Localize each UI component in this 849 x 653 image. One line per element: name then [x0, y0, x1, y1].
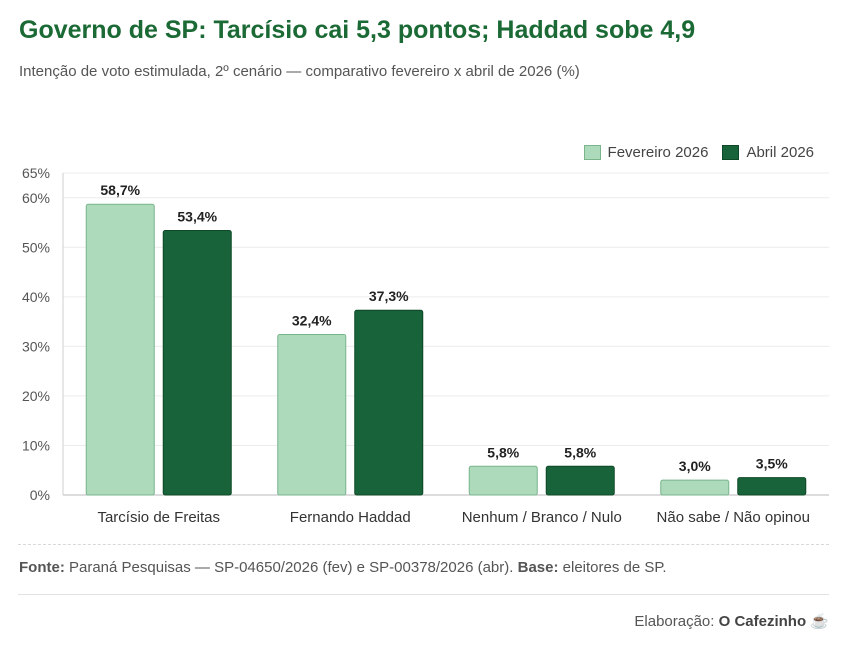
x-category-label: Fernando Haddad [290, 509, 411, 526]
y-tick-label: 10% [22, 437, 50, 453]
y-tick-label: 20% [22, 388, 50, 404]
base-label: Base: [517, 559, 559, 576]
x-category-label: Tarcísio de Freitas [97, 509, 220, 526]
legend-label-feb: Fevereiro 2026 [607, 144, 709, 161]
legend-item-feb: Fevereiro 2026 [583, 144, 709, 161]
data-label-abr: 3,5% [756, 456, 788, 472]
credit: Elaboração: O Cafezinho ☕ [634, 612, 829, 630]
legend-item-abr: Abril 2026 [722, 144, 814, 161]
credit-name: O Cafezinho [718, 613, 807, 630]
data-label-feb: 32,4% [292, 312, 332, 328]
bar-abr [545, 465, 615, 496]
credit-label: Elaboração: [634, 613, 715, 630]
bar-feb [85, 203, 155, 496]
bar-abr [162, 229, 232, 496]
data-label-feb: 5,8% [487, 444, 519, 460]
footer-divider-dashed [18, 544, 829, 545]
x-category-label: Nenhum / Branco / Nulo [462, 509, 622, 526]
legend-swatch-abr [722, 145, 740, 160]
y-tick-label: 60% [22, 190, 50, 206]
bar-abr [354, 309, 424, 496]
data-label-feb: 3,0% [679, 458, 711, 474]
y-tick-label: 50% [22, 239, 50, 255]
y-tick-label: 0% [30, 487, 50, 503]
bar-feb [660, 479, 730, 496]
source-text: Paraná Pesquisas — SP-04650/2026 (fev) e… [69, 559, 514, 576]
data-label-abr: 5,8% [564, 444, 596, 460]
bar-abr [737, 477, 807, 496]
legend: Fevereiro 2026 Abril 2026 [583, 144, 814, 161]
bar-chart: 0% 10% 20% 30% 40% 50% 60% 65% 58,7% 53,4% Tarcísi… [22, 165, 829, 526]
chart-title: Governo de SP: Tarcísio cai 5,3 pontos; … [19, 16, 696, 44]
base-text: eleitores de SP. [562, 559, 667, 576]
legend-swatch-feb [583, 145, 601, 160]
legend-label-abr: Abril 2026 [746, 144, 814, 161]
x-category-label: Não sabe / Não opinou [657, 509, 810, 526]
data-label-abr: 53,4% [177, 208, 217, 224]
data-label-abr: 37,3% [369, 288, 409, 304]
data-label-feb: 58,7% [100, 182, 140, 198]
footer-divider [18, 594, 829, 595]
bar-feb [277, 333, 347, 496]
source-label: Fonte: [19, 559, 65, 576]
chart-subtitle: Intenção de voto estimulada, 2º cenário … [19, 63, 580, 80]
y-tick-label: 40% [22, 289, 50, 305]
source-note: Fonte: Paraná Pesquisas — SP-04650/2026 … [19, 559, 667, 576]
y-tick-label: 30% [22, 338, 50, 354]
bar-feb [468, 465, 538, 496]
coffee-icon: ☕ [810, 613, 829, 630]
y-tick-label: 65% [22, 165, 50, 181]
